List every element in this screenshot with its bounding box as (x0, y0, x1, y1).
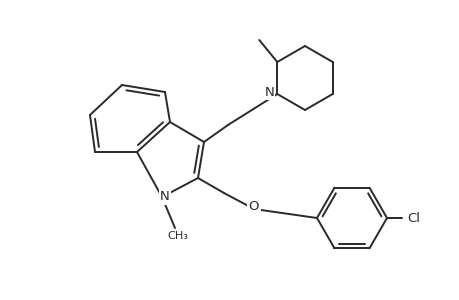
Text: N: N (264, 85, 274, 98)
Text: CH₃: CH₃ (167, 231, 188, 241)
Text: N: N (160, 190, 169, 203)
Text: O: O (248, 200, 259, 212)
Text: Cl: Cl (407, 212, 420, 224)
